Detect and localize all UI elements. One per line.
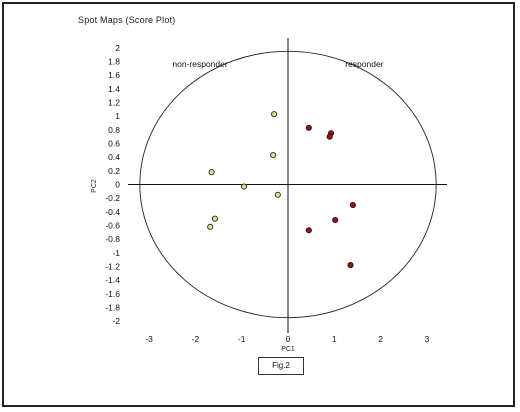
group-label: responder [345,59,383,69]
x-tick-label: -1 [238,334,246,344]
data-point [349,201,356,209]
figure-frame [2,2,515,407]
y-tick-label: 0.8 [108,125,120,135]
data-point [332,216,339,224]
data-point [270,152,277,159]
group-label: non-responder [172,59,227,69]
x-tick-label: 1 [332,334,337,344]
data-point [211,215,218,222]
data-point [208,169,215,176]
data-point [326,133,333,140]
y-tick-label: -1.2 [105,261,120,271]
y-tick-label: 0.4 [108,152,120,162]
data-point [347,262,354,269]
data-point [240,183,248,190]
data-point [207,223,214,230]
data-point [271,111,278,118]
y-tick-label: 1.2 [108,98,120,108]
y-tick-label: -0.2 [105,193,120,203]
x-tick-label: 2 [378,334,383,344]
data-point [305,124,312,131]
confidence-ellipse [139,50,437,319]
y-tick-label: 1.6 [108,70,120,80]
figure-caption: Fig.2 [258,357,304,375]
x-tick-label: -2 [192,334,200,344]
y-tick-label: 0 [115,180,120,190]
y-tick-label: -0.6 [105,220,120,230]
data-point [274,191,281,198]
y-tick-label: 1.8 [108,57,120,67]
y-tick-label: 0.6 [108,139,120,149]
y-tick-label: -0.8 [105,234,120,244]
y-tick-label: 2 [115,43,120,53]
y-tick-label: 0.2 [108,166,120,176]
x-tick-label: 0 [286,334,291,344]
y-tick-label: -1.4 [105,275,120,285]
y-tick-label: -1.6 [105,289,120,299]
chart-title: Spot Maps (Score Plot) [78,15,176,25]
y-tick-label: 1 [115,111,120,121]
data-point [305,227,312,234]
y-axis-label: PC2 [91,179,98,193]
x-axis-label: PC1 [281,346,295,353]
y-tick-label: -2 [112,316,120,326]
x-tick-label: -3 [145,334,153,344]
x-tick-label: 3 [425,334,430,344]
y-tick-label: -0.4 [105,207,120,217]
y-tick-label: -1 [112,248,120,258]
y-tick-label: -1.8 [105,302,120,312]
y-tick-label: 1.4 [108,84,120,94]
